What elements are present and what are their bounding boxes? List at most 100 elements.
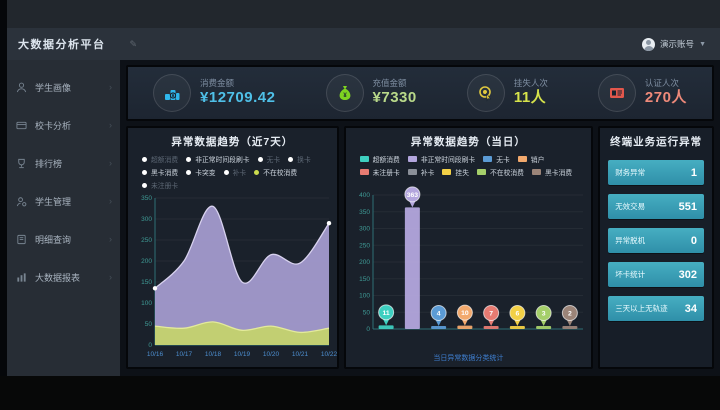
kpi-label: 充值金额 bbox=[372, 78, 407, 89]
bar-item[interactable] bbox=[430, 326, 446, 329]
svg-text:¥: ¥ bbox=[172, 93, 175, 99]
legend-dot bbox=[288, 156, 294, 162]
bar-item[interactable] bbox=[404, 207, 420, 329]
panel-trend-today: 异常数据趋势（当日） 超额消费 非正常时间段刷卡 无卡 销户 未注册卡 补卡 挂… bbox=[343, 126, 594, 369]
legend-item[interactable]: 超额消费 bbox=[359, 154, 400, 164]
card-icon bbox=[16, 121, 27, 129]
legend-item[interactable]: 卡突变 bbox=[186, 167, 216, 177]
trophy-icon bbox=[18, 158, 25, 168]
legend-item[interactable]: 无卡 bbox=[257, 154, 280, 164]
user-menu[interactable]: 演示账号 ▼ bbox=[642, 37, 706, 51]
kpi-recharge: ¥ 充值金额 ¥7330 bbox=[325, 74, 417, 112]
bar-chart[interactable]: 0 50 100 150 200 250 300 350 400 11 363 4 10 7 6 3 2 bbox=[349, 179, 589, 337]
x-tick-label: 10/16 bbox=[147, 351, 164, 358]
sidebar-item-student-management[interactable]: 学生管理 › bbox=[0, 182, 120, 220]
legend-item[interactable]: 换卡 bbox=[288, 154, 311, 164]
sidebar-item-label: 排行榜 bbox=[35, 158, 63, 169]
legend-item[interactable]: 超额消费 bbox=[142, 154, 178, 164]
tap-hand-icon bbox=[466, 74, 505, 112]
legend-item[interactable]: 补卡 bbox=[223, 167, 246, 177]
legend-dot bbox=[142, 169, 147, 175]
legend-dot bbox=[186, 156, 192, 162]
anomaly-row-no-trace-3days[interactable]: 三天以上无轨迹 34 bbox=[608, 296, 704, 321]
header-bar: 大数据分析平台 ✎ 演示账号 ▼ bbox=[0, 28, 720, 60]
chevron-down-icon: ▼ bbox=[699, 40, 706, 48]
legend-swatch bbox=[407, 169, 417, 175]
legend-item[interactable]: 非正常时间段刷卡 bbox=[407, 154, 475, 164]
bar-item[interactable] bbox=[483, 326, 499, 329]
edit-icon[interactable]: ✎ bbox=[129, 38, 138, 49]
legend-dot bbox=[257, 156, 263, 162]
y-tick-label: 0 bbox=[366, 326, 370, 333]
legend-item[interactable]: 未注册卡 bbox=[359, 167, 400, 177]
bar-item[interactable] bbox=[457, 325, 472, 329]
legend-swatch bbox=[517, 156, 527, 162]
x-tick-label: 10/22 bbox=[321, 351, 338, 358]
id-card-icon bbox=[597, 74, 636, 112]
legend-item[interactable]: 未注册卡 bbox=[142, 180, 178, 190]
anomaly-row-offline-terminals[interactable]: 异常脱机 0 bbox=[608, 228, 704, 253]
legend-item[interactable]: 补卡 bbox=[407, 167, 434, 177]
legend-dot bbox=[142, 156, 147, 162]
anomaly-row-finance[interactable]: 财务异常 1 bbox=[608, 160, 704, 185]
anomaly-row-bad-cards[interactable]: 坏卡统计 302 bbox=[608, 262, 704, 287]
side-rows: 财务异常 1 无效交易 551 异常脱机 0 坏卡统计 302 三天以上无轨迹 34 bbox=[600, 152, 712, 329]
y-tick-label: 200 bbox=[141, 258, 152, 265]
money-bag-icon: ¥ bbox=[325, 74, 364, 112]
legend-item[interactable]: 挂失 bbox=[442, 167, 469, 177]
pin-marker bbox=[509, 305, 525, 321]
document-icon bbox=[17, 234, 26, 244]
legend-item[interactable]: 无卡 bbox=[483, 154, 510, 164]
y-tick-label: 150 bbox=[359, 276, 370, 283]
legend-dot bbox=[223, 169, 229, 175]
legend-item[interactable]: 黑卡消费 bbox=[531, 167, 572, 177]
legend-item[interactable]: 不在校消费 bbox=[254, 167, 297, 177]
sidebar-item-detail-query[interactable]: 明细查询 › bbox=[0, 220, 120, 258]
anomaly-row-invalid-transactions[interactable]: 无效交易 551 bbox=[608, 194, 704, 219]
kpi-label: 消费金额 bbox=[200, 78, 235, 89]
pin-marker bbox=[430, 305, 447, 321]
bar-item[interactable] bbox=[378, 325, 394, 329]
pin-marker bbox=[561, 305, 578, 321]
sidebar-item-bigdata-report[interactable]: 大数据报表 › bbox=[0, 258, 120, 296]
sidebar-item-card-analysis[interactable]: 校卡分析 › bbox=[0, 106, 120, 144]
legend-dot bbox=[142, 182, 147, 188]
kpi-authentication: 认证人次 270人 bbox=[597, 74, 687, 112]
area-series[interactable] bbox=[155, 206, 329, 345]
x-tick-label: 10/18 bbox=[205, 351, 222, 358]
legend-item[interactable]: 不在校消费 bbox=[477, 167, 524, 177]
bar-item[interactable] bbox=[535, 326, 551, 329]
pin-marker bbox=[482, 305, 499, 321]
y-tick-label: 250 bbox=[359, 242, 370, 249]
area-series[interactable] bbox=[155, 321, 329, 345]
x-tick-label: 10/17 bbox=[176, 351, 193, 358]
sidebar-item-student-profile[interactable]: 学生画像 › bbox=[0, 68, 120, 106]
bar-item[interactable] bbox=[509, 326, 525, 329]
x-tick-label: 10/20 bbox=[263, 351, 280, 358]
pin-value: 11 bbox=[382, 310, 389, 317]
pin-value: 7 bbox=[489, 311, 493, 318]
chevron-right-icon: › bbox=[109, 120, 112, 130]
legend-item[interactable]: 黑卡消费 bbox=[142, 167, 178, 177]
sidebar-item-ranking[interactable]: 排行榜 › bbox=[0, 144, 120, 182]
sidebar-item-label: 学生画像 bbox=[35, 82, 72, 93]
pin-marker bbox=[377, 304, 394, 321]
legend-swatch bbox=[359, 156, 369, 162]
main-content: ¥ 消费金额 ¥12709.42 ¥ 充值金额 ¥7330 bbox=[120, 60, 720, 376]
area-chart-legend: 超额消费 非正常时间段刷卡 无卡 换卡 黑卡消费 卡突变 补卡 不在校消费 未注… bbox=[128, 152, 337, 192]
bar-chart-legend: 超额消费 非正常时间段刷卡 无卡 销户 未注册卡 补卡 挂失 不在校消费 黑卡消… bbox=[346, 152, 592, 179]
y-tick-label: 300 bbox=[141, 216, 152, 223]
legend-item[interactable]: 销户 bbox=[517, 154, 544, 164]
kpi-label: 挂失人次 bbox=[513, 78, 548, 89]
y-tick-label: 100 bbox=[141, 300, 152, 307]
y-tick-label: 150 bbox=[141, 279, 152, 286]
bar-item[interactable] bbox=[562, 326, 577, 329]
legend-item[interactable]: 非正常时间段刷卡 bbox=[186, 154, 250, 164]
area-chart[interactable]: 0 50 100 150 200 250 300 350 10/16 10/17 10/18 10/1… bbox=[131, 192, 336, 360]
y-tick-label: 350 bbox=[359, 209, 370, 216]
chart-title: 异常数据趋势（当日） bbox=[410, 136, 526, 148]
series-line bbox=[154, 205, 330, 289]
legend-swatch bbox=[477, 169, 486, 175]
kpi-value: ¥12709.42 bbox=[200, 88, 276, 106]
